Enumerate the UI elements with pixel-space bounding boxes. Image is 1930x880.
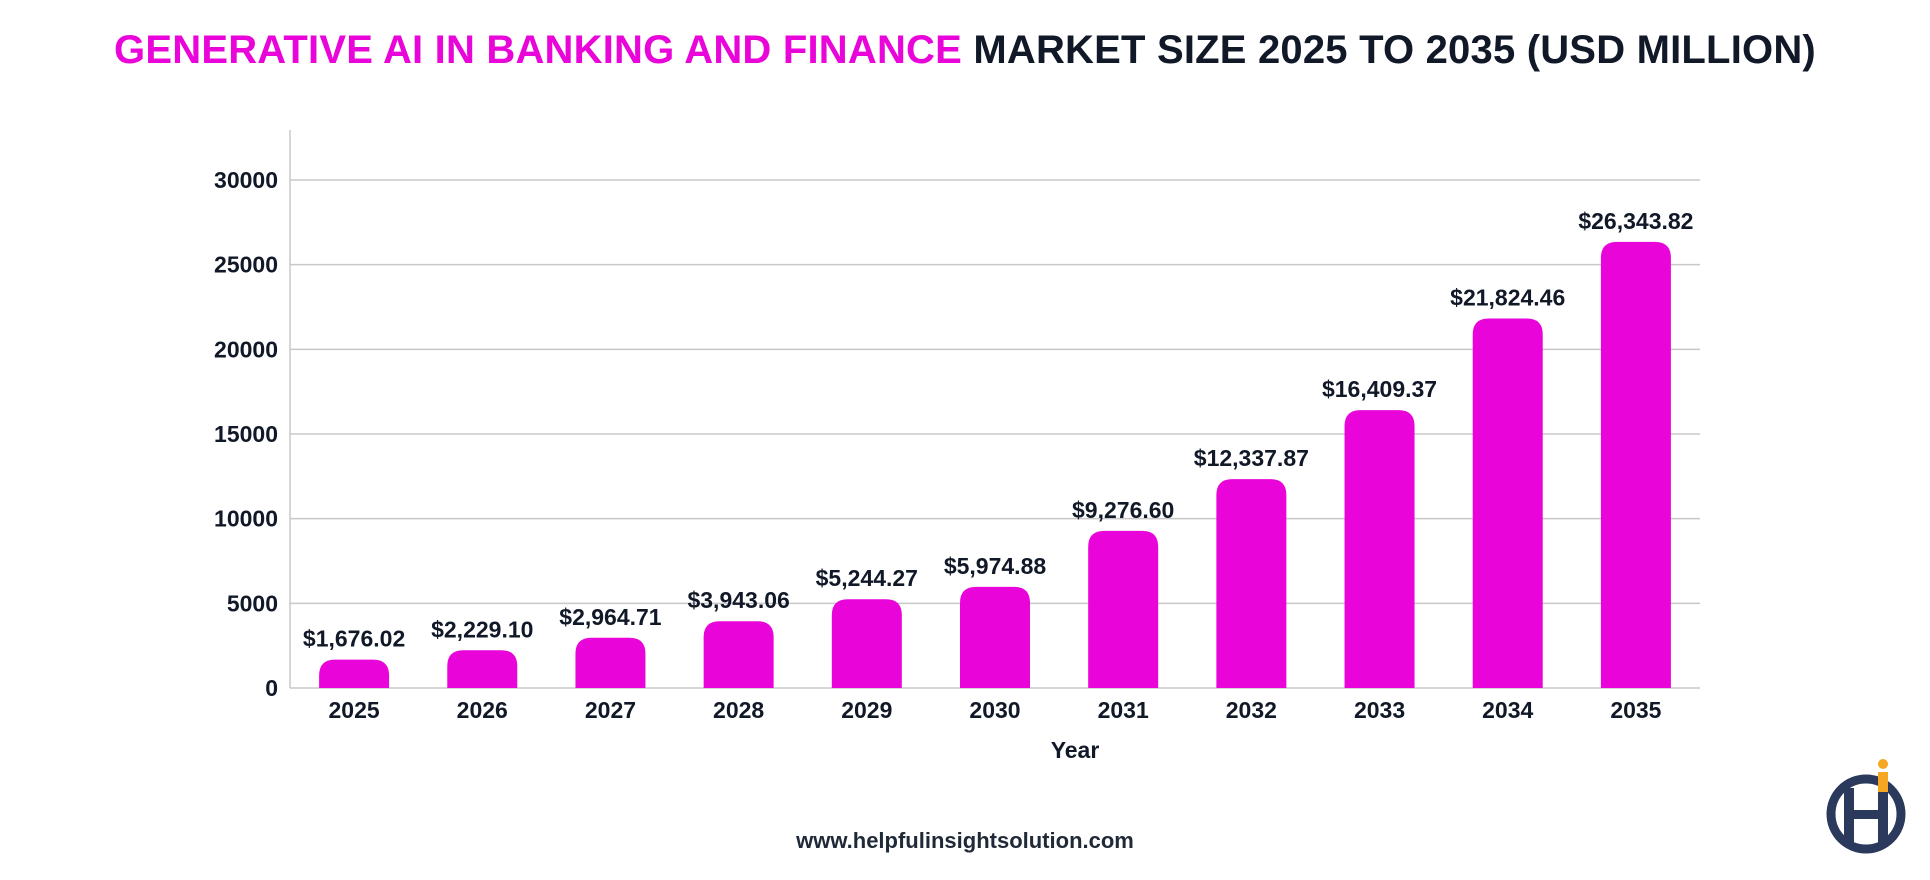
data-label: $1,676.02 [303,626,405,652]
x-tick-label: 2028 [713,697,764,723]
bar-2028 [703,621,774,688]
bar-2026 [447,650,518,688]
x-tick-label: 2030 [969,697,1020,723]
bar-2025 [319,659,390,688]
data-label: $2,964.71 [559,604,662,630]
bar-2029 [831,599,902,688]
bar-2033 [1344,410,1415,688]
data-label: $5,244.27 [816,565,918,591]
x-tick-label: 2027 [585,697,636,723]
x-tick-label: 2032 [1226,697,1277,723]
y-tick-label: 30000 [214,167,278,193]
website-url[interactable]: www.helpfulinsightsolution.com [796,828,1134,853]
data-label: $26,343.82 [1578,208,1693,234]
y-tick-label: 15000 [214,421,278,447]
data-label: $21,824.46 [1450,284,1565,310]
y-tick-label: 5000 [227,590,278,616]
bar-2030 [960,586,1030,688]
y-tick-label: 25000 [214,252,278,278]
x-tick-label: 2025 [329,697,380,723]
x-axis-title: Year [1051,737,1100,763]
chart-title: GENERATIVE AI IN BANKING AND FINANCE MAR… [0,28,1930,73]
y-tick-label: 10000 [214,506,278,532]
data-label: $3,943.06 [687,587,789,613]
bar-2032 [1216,479,1287,688]
x-tick-label: 2035 [1610,697,1661,723]
data-label: $16,409.37 [1322,376,1437,402]
data-label: $2,229.10 [431,616,533,642]
bar-chart: 0 5000 10000 15000 20000 25000 30000 $1,676.02 2… [214,130,1700,763]
x-tick-label: 2026 [457,697,508,723]
chart-title-rest: MARKET SIZE 2025 TO 2035 (USD MILLION) [973,28,1816,72]
data-label: $9,276.60 [1072,497,1174,523]
bar-2034 [1472,318,1543,688]
y-tick-label: 20000 [214,336,278,362]
bar-2027 [575,637,646,688]
chart-title-accent: GENERATIVE AI IN BANKING AND FINANCE [114,28,963,72]
x-tick-label: 2033 [1354,697,1405,723]
y-tick-label: 0 [265,675,278,701]
company-logo-icon [1826,759,1906,854]
data-label: $5,974.88 [944,553,1047,579]
bar-2035 [1600,241,1671,688]
data-label: $12,337.87 [1194,445,1309,471]
x-tick-label: 2029 [841,697,892,723]
x-tick-label: 2031 [1098,697,1149,723]
x-tick-label: 2034 [1482,697,1533,723]
bar-2031 [1088,530,1159,688]
